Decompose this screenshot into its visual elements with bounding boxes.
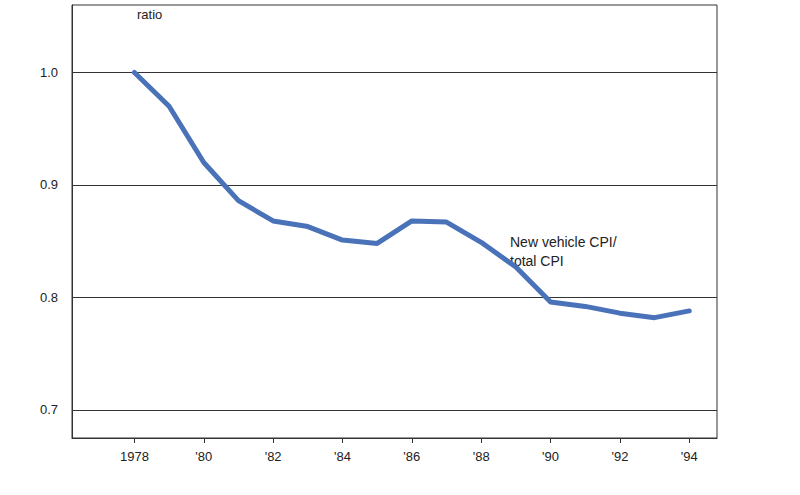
- svg-text:total CPI: total CPI: [510, 252, 564, 269]
- svg-text:'92: '92: [611, 449, 628, 464]
- svg-text:'88: '88: [473, 449, 490, 464]
- svg-text:0.9: 0.9: [40, 177, 58, 192]
- svg-text:'84: '84: [334, 449, 351, 464]
- svg-text:1978: 1978: [120, 449, 149, 464]
- svg-text:ratio: ratio: [137, 7, 162, 22]
- svg-text:'90: '90: [542, 449, 559, 464]
- svg-text:0.8: 0.8: [40, 290, 58, 305]
- svg-text:0.7: 0.7: [40, 402, 58, 417]
- svg-text:1.0: 1.0: [40, 65, 58, 80]
- svg-text:New vehicle CPI/: New vehicle CPI/: [510, 234, 617, 250]
- svg-text:'82: '82: [265, 449, 282, 464]
- svg-text:'94: '94: [681, 449, 698, 464]
- svg-text:'80: '80: [195, 449, 212, 464]
- svg-text:'86: '86: [403, 449, 420, 464]
